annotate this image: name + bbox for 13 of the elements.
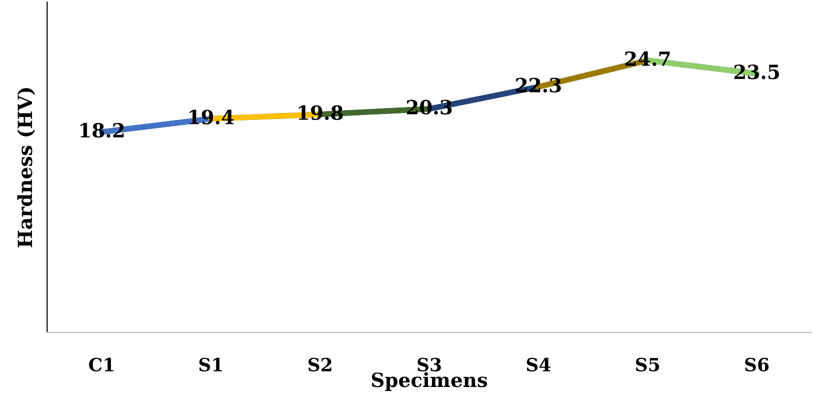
x-tick-label: S6	[745, 358, 769, 372]
data-label: 19.8	[298, 105, 343, 120]
x-tick-label: S2	[308, 358, 332, 372]
data-label: 22.3	[516, 78, 561, 92]
x-tick-label: S4	[526, 358, 550, 372]
data-label: 20.3	[406, 100, 452, 115]
y-axis-title: Hardness (HV)	[17, 88, 36, 248]
x-tick-label: S1	[199, 358, 222, 372]
x-axis-title: Specimens	[372, 372, 488, 391]
data-label: 19.4	[190, 110, 234, 124]
x-tick-label: S5	[636, 358, 660, 372]
x-tick-label: C1	[89, 358, 114, 372]
x-tick-label: S3	[418, 358, 441, 372]
